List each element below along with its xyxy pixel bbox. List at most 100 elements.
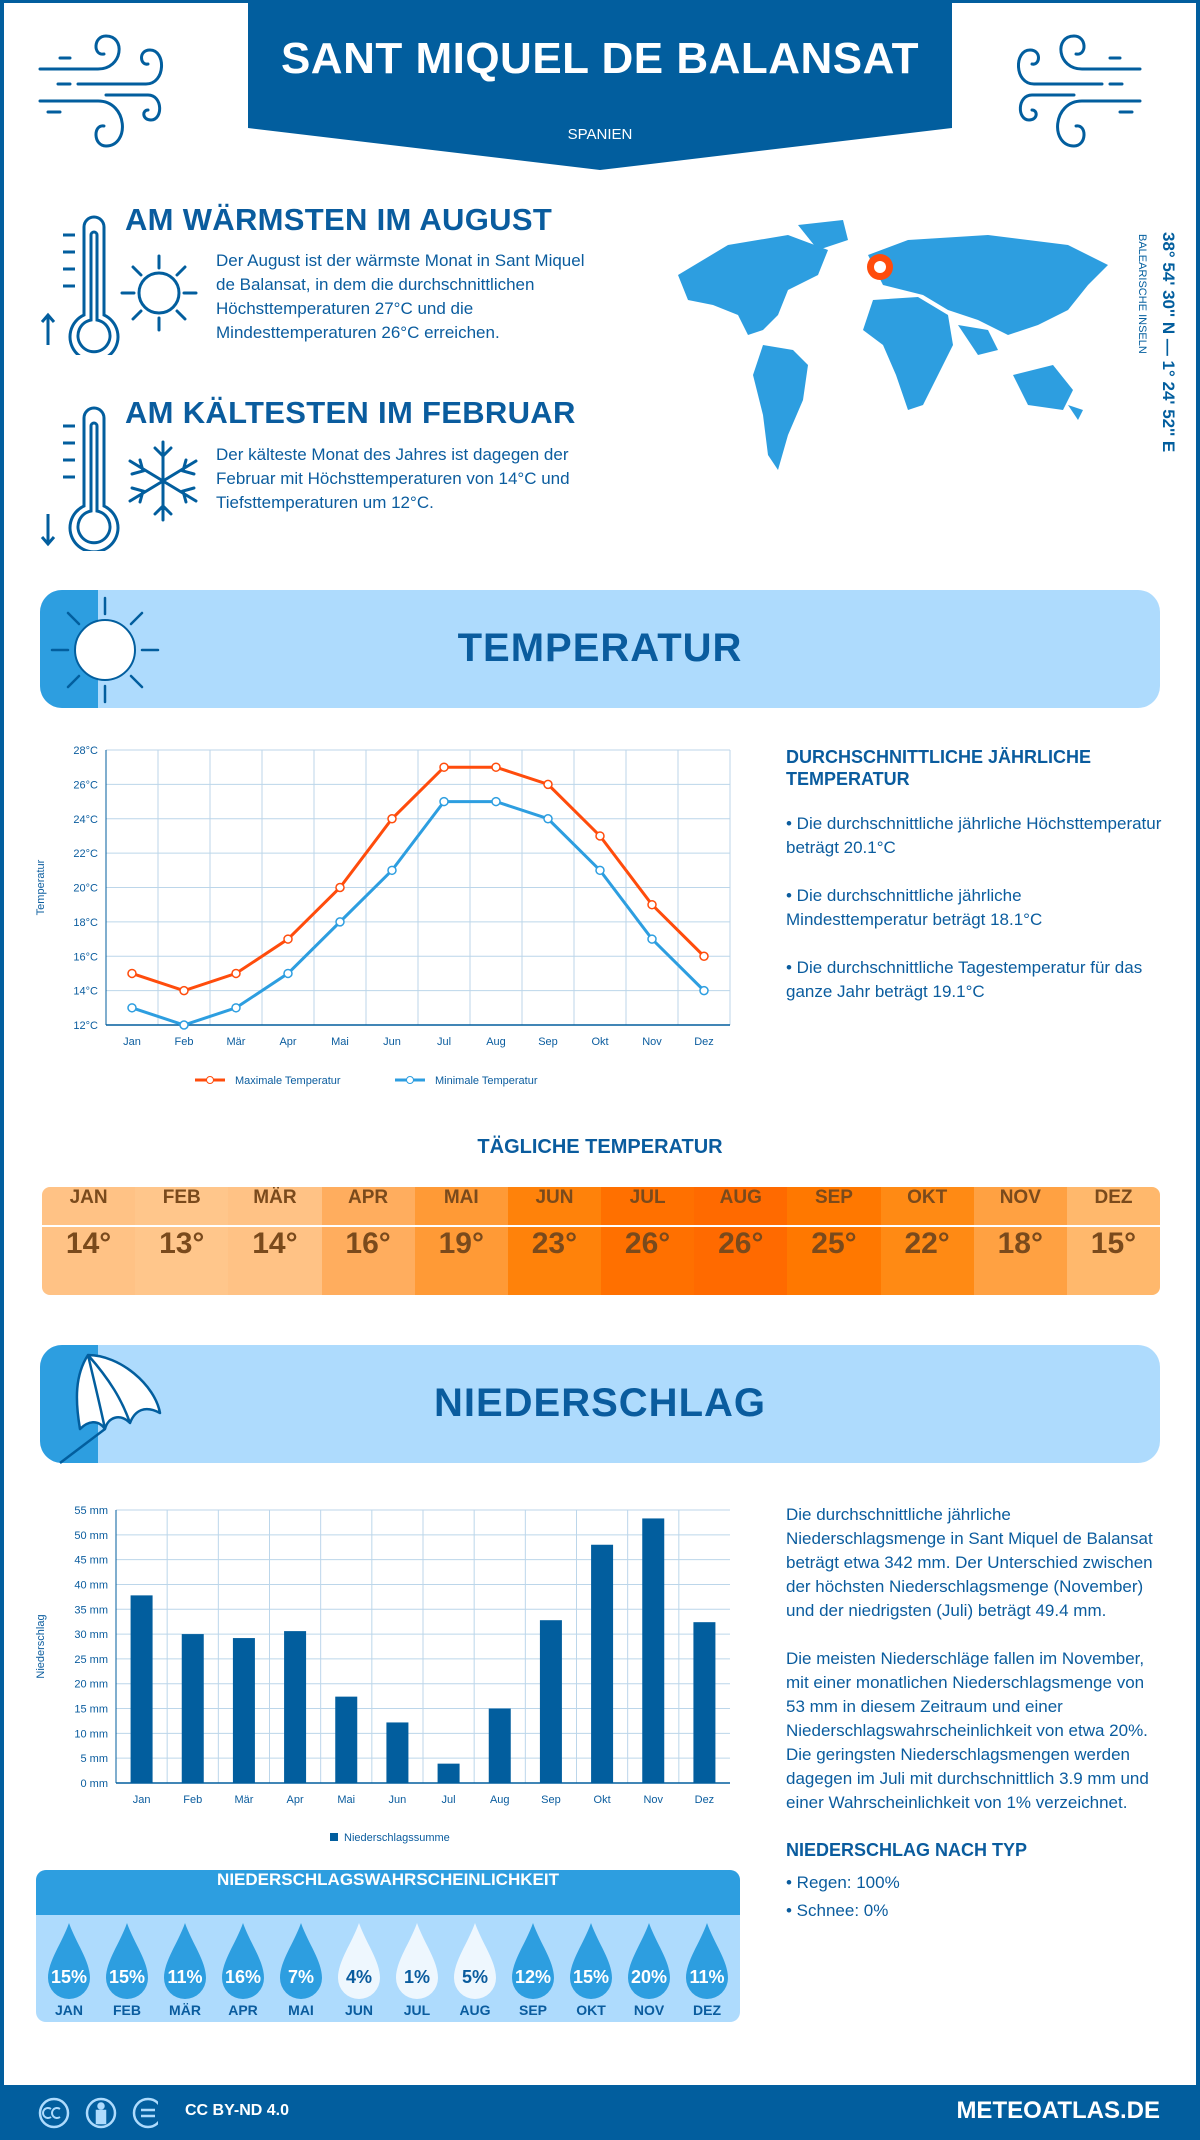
region-label: BALEARISCHE INSELN	[1136, 234, 1148, 354]
bar-okt	[591, 1544, 614, 1783]
coldest-text: Der kälteste Monat des Jahres ist dagege…	[216, 445, 570, 512]
y-tick-label: 50 mm	[74, 1530, 108, 1542]
daily-temp-mai: MAI 19°	[414, 1187, 508, 1295]
snowflake-icon	[128, 440, 198, 522]
bar-mai	[335, 1696, 358, 1783]
probability-value: 16%	[224, 1967, 262, 1987]
daily-temp-apr: APR 16°	[321, 1187, 415, 1295]
y-tick-label: 0 mm	[81, 1778, 109, 1790]
temperature-chart: 12°C 14°C 16°C 18°C 20°C 22°C 24°C 26°C 28°C Jan F…	[35, 745, 731, 1087]
temp-value: 26°	[624, 1227, 671, 1260]
data-point	[699, 985, 709, 996]
y-tick-label: 40 mm	[74, 1579, 108, 1591]
x-tick-label: Apr	[287, 1794, 304, 1806]
bar-jun	[386, 1722, 409, 1783]
x-tick-label: Apr	[279, 1036, 296, 1048]
y-tick-label: 35 mm	[74, 1604, 108, 1616]
annual-temp-bullet: • Die durchschnittliche jährliche Höchst…	[786, 814, 1162, 857]
probability-heading: NIEDERSCHLAGSWAHRSCHEINLICHKEIT	[36, 1870, 740, 1915]
month-label: JAN	[54, 2002, 83, 2018]
x-tick-label: Mär	[234, 1794, 253, 1806]
raindrop-icon	[396, 1923, 438, 1999]
precipitation-chart: 0 mm 5 mm 10 mm 15 mm 20 mm 25 mm 30 mm 35 mm 40…	[35, 1505, 730, 1844]
y-tick-label: 55 mm	[74, 1505, 108, 1517]
month-label: FEB	[135, 1187, 229, 1227]
probability-item: 4% JUN	[330, 1915, 388, 2022]
probability-value: 20%	[630, 1967, 668, 1987]
daily-temperature-table: JAN 14° FEB 13° MÄR 14° APR 16° MAI 19° JUN 23° JUL 2…	[42, 1187, 1160, 1295]
temp-value: 14°	[252, 1227, 298, 1260]
temp-value: 25°	[811, 1227, 857, 1260]
bar-jan	[130, 1595, 153, 1783]
temp-value: 23°	[531, 1227, 578, 1260]
data-point	[231, 968, 241, 979]
raindrop-icon	[570, 1923, 612, 1999]
y-tick-label: 5 mm	[81, 1753, 109, 1765]
y-tick-label: 18°C	[73, 917, 98, 929]
probability-value: 11%	[167, 1967, 203, 1987]
month-label: JUL	[403, 2002, 431, 2018]
footer: CC BY-ND 4.0 METEOATLAS.DE	[0, 2085, 1200, 2140]
month-label: MAI	[288, 2002, 314, 2018]
x-tick-label: Mai	[331, 1036, 349, 1048]
y-tick-label: 24°C	[73, 814, 98, 826]
temp-value: 18°	[997, 1227, 1043, 1260]
data-point	[335, 882, 345, 893]
x-tick-label: Feb	[175, 1036, 194, 1048]
data-point	[283, 968, 293, 979]
probability-item: 15% JAN	[40, 1915, 98, 2022]
daily-temp-heading: TÄGLICHE TEMPERATUR	[477, 1136, 723, 1158]
temp-value: 14°	[65, 1227, 112, 1260]
license-icons	[38, 2097, 158, 2129]
x-tick-label: Jan	[123, 1036, 141, 1048]
probability-value: 12%	[514, 1967, 552, 1987]
sun-icon	[50, 596, 160, 704]
month-label: JUN	[344, 2002, 373, 2018]
month-label: FEB	[113, 2002, 141, 2018]
daily-temp-mär: MÄR 14°	[228, 1187, 322, 1295]
y-tick-label: 22°C	[73, 848, 98, 860]
data-point	[543, 779, 553, 790]
daily-temp-nov: NOV 18°	[973, 1187, 1067, 1295]
probability-value: 5%	[461, 1967, 488, 1987]
month-label: APR	[228, 2002, 258, 2018]
month-label: DEZ	[1066, 1187, 1160, 1227]
x-tick-label: Nov	[643, 1794, 663, 1806]
coldest-heading: AM KÄLTESTEN IM FEBRUAR	[125, 395, 576, 430]
raindrop-icon	[628, 1923, 670, 1999]
data-point	[387, 814, 397, 824]
probability-value: 11%	[689, 1967, 725, 1987]
brand-link[interactable]: METEOATLAS.DE	[956, 2097, 1160, 2124]
page-title: SANT MIQUEL DE BALANSAT	[280, 34, 920, 83]
daily-temp-feb: FEB 13°	[135, 1187, 229, 1295]
temperature-section-header: TEMPERATUR	[40, 590, 1160, 708]
annual-temp-heading: DURCHSCHNITTLICHE JÄHRLICHE TEMPERATUR	[786, 747, 1091, 789]
data-point	[491, 796, 501, 807]
month-label: AUG	[694, 1187, 788, 1227]
y-tick-label: 20°C	[73, 883, 98, 895]
raindrop-icon	[280, 1923, 322, 1999]
temp-value: 15°	[1090, 1227, 1137, 1260]
bar-jul	[437, 1763, 460, 1783]
legend-label: Niederschlagssumme	[344, 1832, 450, 1844]
month-label: MÄR	[228, 1187, 322, 1227]
y-tick-label: 30 mm	[74, 1629, 108, 1641]
x-tick-label: Nov	[642, 1036, 662, 1048]
x-tick-label: Aug	[490, 1794, 510, 1806]
daily-temp-dez: DEZ 15°	[1066, 1187, 1160, 1295]
data-point	[179, 985, 189, 996]
data-point	[127, 1003, 137, 1013]
probability-value: 4%	[345, 1967, 372, 1987]
precip-type-snow: • Schnee: 0%	[786, 1901, 889, 1920]
x-tick-label: Okt	[594, 1794, 611, 1806]
sun-icon	[120, 254, 198, 332]
bar-dez	[693, 1622, 716, 1783]
month-label: SEP	[787, 1187, 881, 1227]
data-point	[647, 899, 657, 910]
warmest-heading: AM WÄRMSTEN IM AUGUST	[125, 202, 553, 237]
y-tick-label: 26°C	[73, 779, 98, 791]
x-tick-label: Aug	[486, 1036, 506, 1048]
raindrop-icon	[512, 1923, 554, 1999]
attribution-icon	[85, 2097, 117, 2129]
world-map	[678, 220, 1108, 470]
